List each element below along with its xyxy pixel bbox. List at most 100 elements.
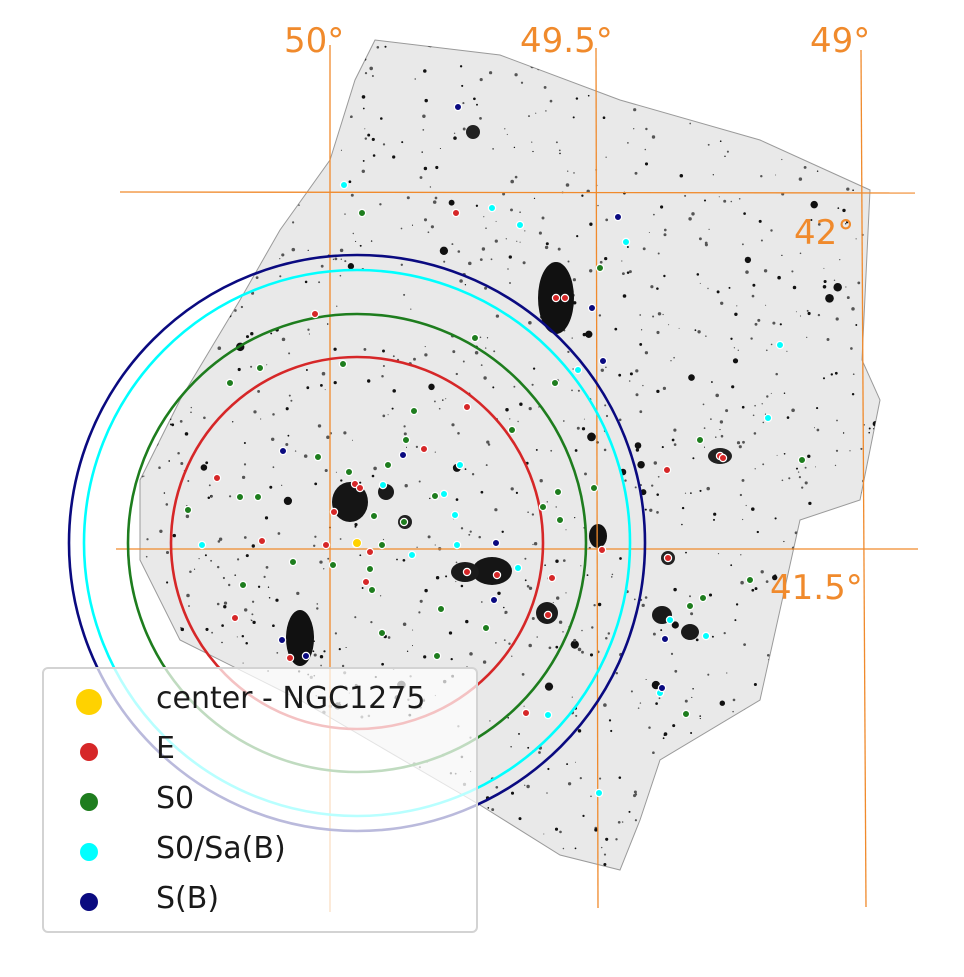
star bbox=[845, 507, 847, 510]
marker-e bbox=[451, 208, 461, 218]
star bbox=[827, 695, 832, 700]
star bbox=[495, 314, 500, 318]
star bbox=[528, 406, 532, 411]
star bbox=[795, 744, 799, 748]
star bbox=[450, 657, 453, 661]
marker-s0-sab bbox=[573, 365, 583, 375]
star bbox=[369, 66, 374, 71]
star bbox=[688, 374, 695, 381]
star bbox=[823, 267, 825, 269]
star bbox=[445, 575, 448, 578]
star bbox=[671, 621, 679, 629]
star bbox=[200, 464, 208, 471]
star bbox=[858, 733, 861, 736]
star bbox=[885, 719, 888, 722]
star bbox=[203, 211, 206, 215]
star bbox=[618, 373, 622, 377]
star bbox=[872, 81, 876, 85]
star bbox=[144, 41, 147, 44]
star bbox=[364, 137, 368, 140]
star bbox=[135, 396, 137, 398]
star bbox=[857, 535, 860, 537]
star bbox=[380, 117, 383, 120]
star bbox=[713, 512, 717, 516]
star bbox=[132, 266, 134, 268]
star bbox=[483, 216, 485, 218]
marker-s0 bbox=[328, 560, 338, 570]
marker-s0-sab bbox=[378, 480, 388, 490]
star bbox=[495, 785, 499, 789]
star bbox=[183, 119, 185, 121]
star bbox=[531, 617, 535, 620]
star bbox=[480, 364, 483, 366]
star bbox=[481, 247, 486, 251]
star bbox=[439, 147, 441, 150]
star bbox=[562, 847, 565, 850]
star bbox=[818, 766, 821, 770]
star bbox=[725, 409, 729, 413]
star bbox=[267, 586, 270, 588]
star bbox=[719, 429, 721, 431]
star bbox=[581, 194, 584, 197]
star bbox=[320, 264, 324, 268]
star bbox=[433, 400, 436, 403]
star bbox=[652, 632, 656, 636]
marker-s0 bbox=[344, 467, 354, 477]
star bbox=[263, 92, 266, 95]
star bbox=[684, 699, 688, 703]
marker-s0-sab bbox=[439, 489, 449, 499]
star bbox=[730, 200, 733, 203]
star bbox=[280, 185, 283, 188]
star bbox=[817, 698, 820, 700]
marker-s0 bbox=[238, 580, 248, 590]
star bbox=[567, 170, 569, 172]
star bbox=[544, 564, 546, 567]
marker-s0 bbox=[401, 435, 411, 445]
star bbox=[828, 78, 832, 82]
star bbox=[242, 662, 244, 664]
star bbox=[620, 77, 623, 79]
star bbox=[692, 457, 695, 460]
star bbox=[194, 151, 198, 154]
star bbox=[845, 221, 849, 224]
marker-e bbox=[543, 610, 553, 620]
star bbox=[633, 794, 637, 798]
star bbox=[774, 517, 777, 520]
star bbox=[492, 386, 495, 389]
star bbox=[796, 467, 798, 470]
star bbox=[658, 697, 661, 700]
star bbox=[567, 350, 570, 354]
star bbox=[127, 120, 133, 126]
star bbox=[779, 323, 782, 326]
star bbox=[347, 263, 355, 270]
star bbox=[728, 286, 731, 289]
star bbox=[217, 540, 221, 543]
star bbox=[145, 619, 148, 622]
star bbox=[577, 647, 582, 652]
star bbox=[868, 431, 870, 434]
star bbox=[575, 714, 578, 717]
star bbox=[490, 258, 493, 261]
star bbox=[462, 360, 465, 363]
star bbox=[855, 801, 859, 805]
star bbox=[705, 335, 707, 337]
star bbox=[322, 568, 325, 570]
star bbox=[423, 655, 427, 659]
star bbox=[806, 336, 808, 339]
star bbox=[457, 432, 460, 435]
star bbox=[138, 411, 140, 413]
star bbox=[479, 117, 482, 120]
star bbox=[747, 718, 750, 721]
star bbox=[523, 705, 525, 707]
star bbox=[594, 828, 598, 832]
star bbox=[781, 254, 783, 257]
star bbox=[196, 177, 200, 182]
star bbox=[334, 632, 338, 635]
star bbox=[728, 747, 730, 750]
star bbox=[868, 865, 872, 869]
star bbox=[626, 271, 630, 274]
marker-s0 bbox=[432, 651, 442, 661]
star bbox=[557, 247, 561, 251]
star bbox=[628, 380, 631, 382]
star bbox=[415, 445, 419, 449]
